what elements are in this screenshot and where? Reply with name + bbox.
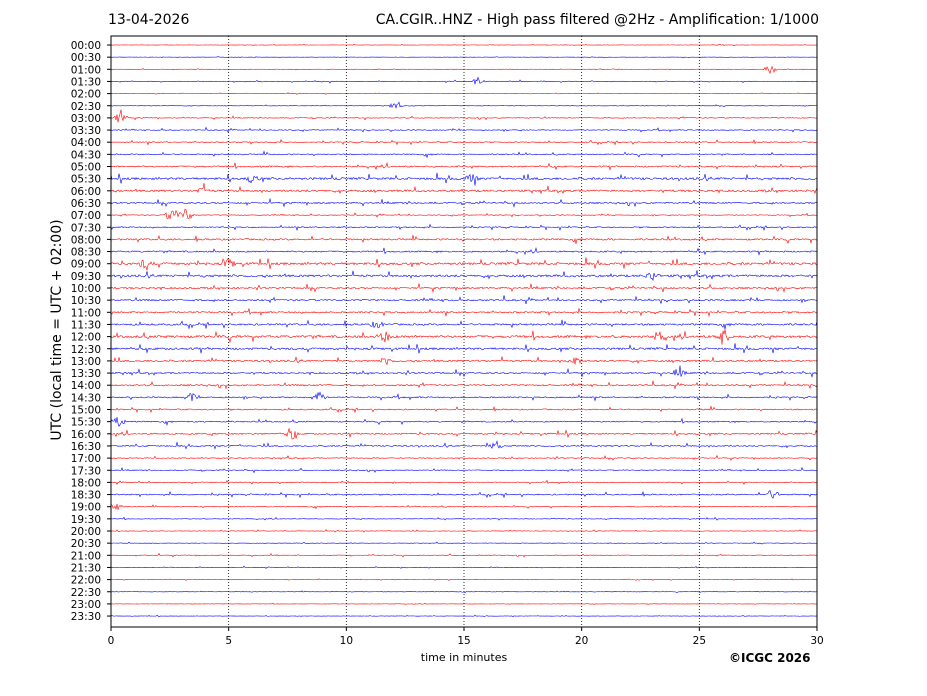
trace-0630	[110, 197, 818, 208]
trace-1000	[110, 283, 818, 294]
y-tick-label: 13:30	[71, 368, 101, 380]
y-tick-label: 04:30	[71, 149, 101, 161]
trace-0330	[110, 126, 818, 133]
y-tick-label: 23:30	[71, 611, 101, 623]
x-axis-label: time in minutes	[420, 651, 508, 664]
trace-1600	[110, 427, 818, 440]
trace-0830	[110, 246, 818, 256]
y-tick-label: 20:30	[71, 538, 101, 550]
y-tick-label: 15:00	[71, 405, 101, 417]
grid-group	[228, 36, 700, 627]
trace-0430	[110, 150, 818, 159]
trace-2330	[110, 614, 818, 618]
y-tick-label: 00:00	[71, 40, 101, 52]
trace-1900	[110, 503, 818, 511]
y-tick-label: 13:00	[71, 356, 101, 368]
trace-1030	[110, 295, 818, 305]
y-tick-label: 10:30	[71, 295, 101, 307]
trace-0800	[110, 235, 818, 245]
y-tick-label: 17:30	[71, 465, 101, 477]
y-tick-label: 18:30	[71, 490, 101, 502]
y-tick-label: 17:00	[71, 453, 101, 465]
y-tick-label: 11:30	[71, 319, 101, 331]
trace-0400	[110, 139, 818, 146]
y-tick-label: 07:00	[71, 210, 101, 222]
trace-0930	[110, 270, 818, 282]
trace-1700	[110, 454, 818, 461]
trace-0500	[110, 161, 818, 171]
y-tick-label: 12:30	[71, 344, 101, 356]
x-tick-label: 10	[340, 635, 353, 647]
y-tick-label: 16:30	[71, 441, 101, 453]
x-tick-label: 25	[693, 635, 706, 647]
y-tick-label: 21:00	[71, 550, 101, 562]
trace-1530	[110, 417, 818, 427]
x-tick-label: 20	[575, 635, 588, 647]
trace-0600	[110, 183, 818, 195]
y-tick-label: 20:00	[71, 526, 101, 538]
copyright-label: ©ICGC 2026	[729, 651, 811, 665]
y-tick-label: 04:00	[71, 137, 101, 149]
y-tick-label: 14:30	[71, 392, 101, 404]
plot-frame	[110, 35, 818, 628]
x-tick-label: 30	[810, 635, 823, 647]
y-tick-label: 14:00	[71, 380, 101, 392]
trace-1730	[110, 466, 818, 474]
trace-0700	[110, 208, 818, 220]
y-tick-label: 09:30	[71, 271, 101, 283]
trace-1430	[110, 391, 818, 402]
y-tick-label: 08:30	[71, 247, 101, 259]
y-tick-label: 01:00	[71, 64, 101, 76]
y-tick-label: 00:30	[71, 52, 101, 64]
y-tick-label: 06:00	[71, 186, 101, 198]
y-tick-label: 03:00	[71, 113, 101, 125]
trace-0900	[110, 257, 818, 271]
y-tick-label: 16:00	[71, 429, 101, 441]
y-axis-ticks: 00:0000:3001:0001:3002:0002:3003:0003:30…	[71, 40, 111, 623]
y-tick-label: 18:00	[71, 477, 101, 489]
y-tick-label: 02:00	[71, 89, 101, 101]
y-tick-label: 07:30	[71, 222, 101, 234]
x-axis-ticks: 0 5 10 15 20 25 30	[108, 627, 824, 647]
y-tick-label: 15:30	[71, 417, 101, 429]
y-tick-label: 12:00	[71, 332, 101, 344]
y-tick-label: 11:00	[71, 307, 101, 319]
y-tick-label: 05:00	[71, 162, 101, 174]
y-tick-label: 01:30	[71, 76, 101, 88]
y-tick-label: 19:30	[71, 514, 101, 526]
trace-1500	[110, 405, 818, 414]
y-tick-label: 08:00	[71, 234, 101, 246]
chart-title: CA.CGIR..HNZ - High pass filtered @2Hz -…	[375, 12, 819, 28]
trace-1630	[110, 440, 818, 450]
y-tick-label: 05:30	[71, 174, 101, 186]
y-tick-label: 03:30	[71, 125, 101, 137]
x-tick-label: 0	[108, 635, 115, 647]
y-axis-label: UTC (local time = UTC + 02:00)	[49, 219, 65, 441]
x-tick-label: 5	[225, 635, 232, 647]
y-tick-label: 22:00	[71, 575, 101, 587]
trace-0730	[110, 223, 818, 232]
y-tick-label: 02:30	[71, 101, 101, 113]
x-tick-label: 15	[457, 635, 470, 647]
y-tick-label: 23:00	[71, 599, 101, 611]
y-tick-label: 22:30	[71, 587, 101, 599]
y-tick-label: 21:30	[71, 562, 101, 574]
y-tick-label: 09:00	[71, 259, 101, 271]
y-tick-label: 19:00	[71, 502, 101, 514]
trace-1800	[110, 479, 818, 486]
y-tick-label: 10:00	[71, 283, 101, 295]
date-label: 13-04-2026	[108, 12, 190, 28]
y-tick-label: 06:30	[71, 198, 101, 210]
trace-1830	[110, 489, 818, 499]
